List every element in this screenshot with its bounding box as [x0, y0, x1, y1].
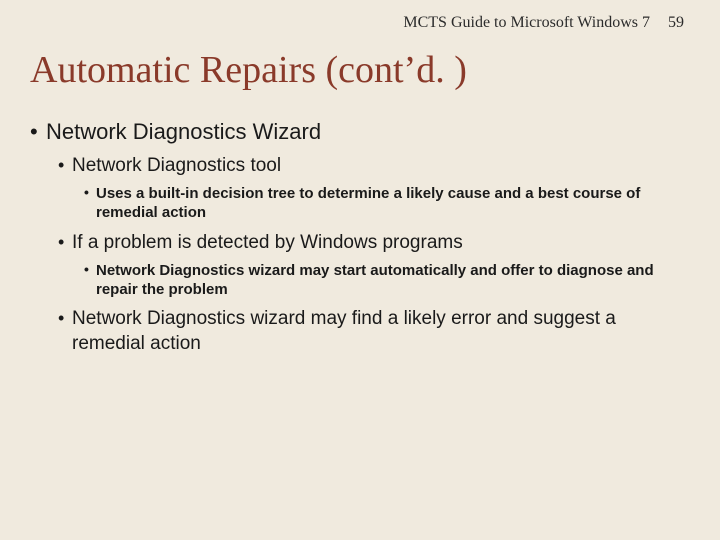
bullet-list-level1: Network Diagnostics Wizard Network Diagn… — [46, 118, 690, 356]
bullet-list-level3: Uses a built-in decision tree to determi… — [96, 184, 690, 222]
slide-title: Automatic Repairs (cont’d. ) — [30, 50, 690, 92]
bullet-text: Network Diagnostics tool — [72, 155, 281, 176]
list-item: Network Diagnostics wizard may find a li… — [72, 307, 690, 356]
list-item: Uses a built-in decision tree to determi… — [96, 184, 690, 222]
list-item: Network Diagnostics tool Uses a built-in… — [72, 154, 690, 223]
bullet-list-level3: Network Diagnostics wizard may start aut… — [96, 261, 690, 299]
page-number: 59 — [668, 14, 684, 31]
bullet-text: Uses a built-in decision tree to determi… — [96, 185, 640, 221]
bullet-text: Network Diagnostics Wizard — [46, 119, 321, 144]
bullet-list-level2: Network Diagnostics tool Uses a built-in… — [72, 154, 690, 356]
bullet-text: Network Diagnostics wizard may start aut… — [96, 262, 654, 298]
list-item: If a problem is detected by Windows prog… — [72, 231, 690, 300]
list-item: Network Diagnostics Wizard Network Diagn… — [46, 118, 690, 356]
bullet-text: If a problem is detected by Windows prog… — [72, 232, 463, 253]
bullet-text: Network Diagnostics wizard may find a li… — [72, 308, 616, 353]
slide-header: MCTS Guide to Microsoft Windows 7 59 — [30, 14, 690, 32]
list-item: Network Diagnostics wizard may start aut… — [96, 261, 690, 299]
slide: MCTS Guide to Microsoft Windows 7 59 Aut… — [0, 0, 720, 540]
book-title: MCTS Guide to Microsoft Windows 7 — [403, 14, 650, 31]
